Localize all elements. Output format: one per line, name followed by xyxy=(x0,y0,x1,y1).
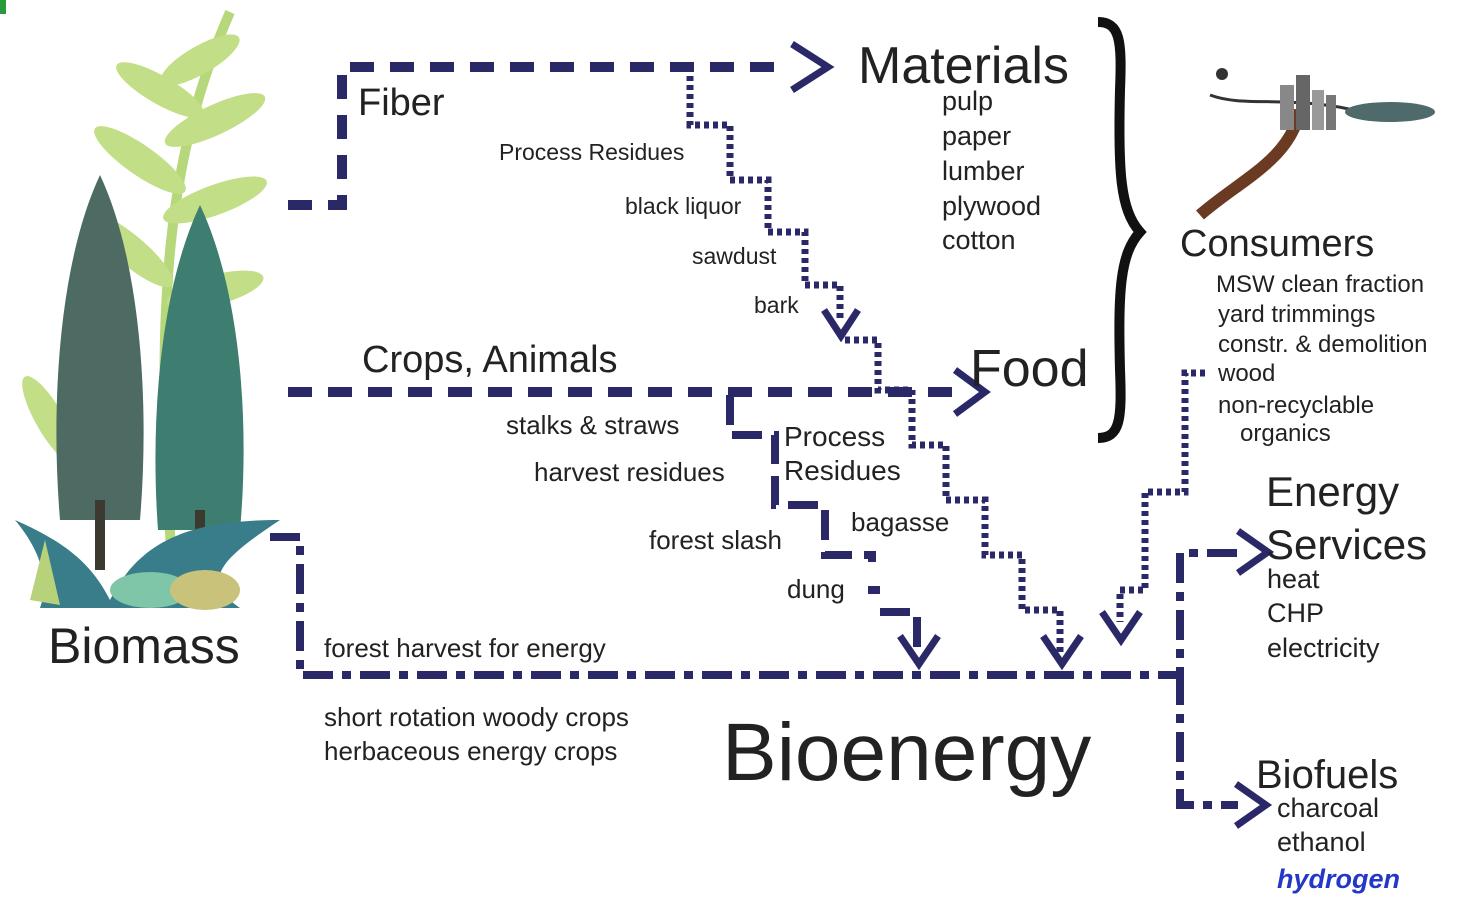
biofuel-flow xyxy=(1180,675,1238,805)
page: {"materials": {"label": "Materials", "it… xyxy=(0,0,1468,894)
item: stalks & straws xyxy=(506,410,679,440)
item: wood xyxy=(1217,360,1275,387)
item: sawdust xyxy=(692,243,777,269)
node-label: Biofuels xyxy=(1256,753,1398,797)
flow-label: forest harvest for energy xyxy=(324,633,606,663)
arrowhead xyxy=(1238,531,1268,573)
item: bark xyxy=(754,292,799,318)
item: plywood xyxy=(942,191,1041,221)
brace xyxy=(1098,22,1140,438)
item: yard trimmings xyxy=(1218,301,1375,328)
item: cotton xyxy=(942,225,1016,255)
item: organics xyxy=(1240,420,1331,447)
item: lumber xyxy=(942,156,1025,186)
item: short rotation woody crops xyxy=(324,702,629,732)
node-label: Consumers xyxy=(1180,223,1374,265)
item: bagasse xyxy=(851,507,949,537)
corner-mark xyxy=(0,0,6,14)
item: ethanol xyxy=(1277,827,1366,857)
item: electricity xyxy=(1267,633,1380,663)
item: forest slash xyxy=(649,525,782,555)
node-label: Food xyxy=(970,340,1089,398)
consumer-flow xyxy=(1120,373,1205,622)
item: MSW clean fraction xyxy=(1216,271,1424,298)
flow-label: Fiber xyxy=(358,82,445,124)
node-label: Energy xyxy=(1266,468,1399,515)
item: paper xyxy=(942,121,1011,151)
item: heat xyxy=(1267,564,1320,594)
item: charcoal xyxy=(1277,793,1379,823)
item: constr. & demolition xyxy=(1218,331,1427,358)
city-illustration xyxy=(1200,68,1435,215)
item: herbaceous energy crops xyxy=(324,736,617,766)
labels: Materials pulp paper lumber plywood cott… xyxy=(48,37,1427,894)
item: harvest residues xyxy=(534,457,725,487)
flow-label: Process xyxy=(784,421,885,452)
node-label: Bioenergy xyxy=(722,707,1091,798)
item: dung xyxy=(787,574,845,604)
item: pulp xyxy=(942,86,993,116)
biomass-illustration xyxy=(13,12,280,610)
arrowhead xyxy=(792,44,828,90)
crop-residue-flow xyxy=(868,590,917,650)
diagram: Materials pulp paper lumber plywood cott… xyxy=(0,0,1468,894)
node-label: Biomass xyxy=(48,618,240,674)
item: hydrogen xyxy=(1277,864,1400,894)
flow-label: Residues xyxy=(784,455,901,486)
item: CHP xyxy=(1267,598,1324,628)
item: black liquor xyxy=(625,193,742,219)
node-label: Services xyxy=(1266,521,1427,568)
flow-label: Crops, Animals xyxy=(362,339,618,381)
item: non-recyclable xyxy=(1218,392,1374,419)
flow-label: Process Residues xyxy=(499,139,684,165)
